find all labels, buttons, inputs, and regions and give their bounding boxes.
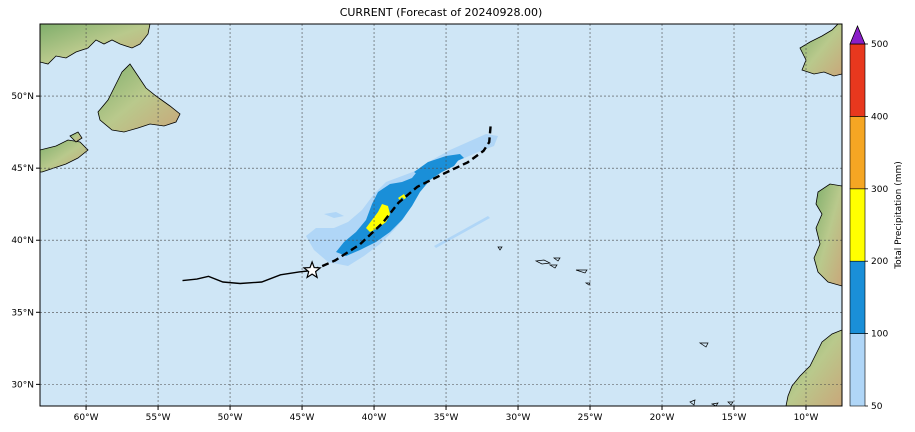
gridlines: [40, 24, 842, 406]
lon-tick-label-4: 40°W: [362, 413, 387, 423]
land-cape-breton: [69, 131, 83, 143]
colorbar: 50 100 200 300 400 500: [849, 24, 888, 412]
island-canary-2: [710, 402, 719, 406]
colorbar-segment-2: [849, 188, 866, 262]
precip-band-200: [366, 204, 390, 232]
island-azores-3: [548, 264, 558, 269]
colorbar-tick-label-2: 200: [871, 257, 888, 267]
lon-tick-label-2: 50°W: [218, 413, 243, 423]
precip-band-100-north: [414, 154, 464, 176]
land-north-america-north: [40, 24, 151, 65]
latitude-axis: 30°N 35°N 40°N 45°N 50°N: [11, 92, 40, 390]
lat-tick-label-4: 50°N: [11, 92, 34, 102]
island-canary-1: [689, 399, 696, 406]
island-flores: [497, 246, 503, 251]
land-newfoundland: [97, 63, 181, 133]
current-position-star-icon: [302, 260, 322, 279]
precip-band-50-wisp: [324, 212, 344, 218]
longitude-axis: 60°W 55°W 50°W 45°W 40°W 35°W 30°W 25°W 20°W 15°W…: [74, 406, 819, 423]
colorbar-tick-label-3: 300: [871, 185, 888, 195]
land-iberia: [813, 183, 842, 287]
lon-tick-label-1: 55°W: [146, 413, 171, 423]
lat-tick-label-2: 40°N: [11, 236, 34, 246]
island-azores-1: [534, 259, 552, 265]
map-title: CURRENT (Forecast of 20240928.00): [339, 6, 543, 19]
lon-tick-label-9: 15°W: [722, 413, 747, 423]
islands-layer: [497, 246, 734, 406]
lon-tick-label-8: 20°W: [650, 413, 675, 423]
land-nova-scotia: [40, 139, 89, 173]
lon-tick-label-7: 25°W: [578, 413, 603, 423]
storm-track-forecast: [311, 124, 492, 272]
island-azores-4: [575, 269, 588, 274]
storm-track-past: [182, 269, 313, 285]
lon-tick-label-5: 35°W: [434, 413, 459, 423]
lon-tick-label-0: 60°W: [74, 413, 99, 423]
colorbar-tick-label-5: 500: [871, 40, 888, 50]
island-azores-5: [584, 282, 591, 286]
land-africa: [785, 329, 842, 406]
lon-tick-label-10: 10°W: [794, 413, 819, 423]
colorbar-segment-0: [849, 333, 866, 407]
colorbar-tick-label-0: 50: [871, 402, 883, 412]
map-frame: [39, 23, 843, 407]
island-madeira: [698, 342, 709, 348]
lat-tick-label-1: 35°N: [11, 308, 34, 318]
lat-tick-label-0: 30°N: [11, 380, 34, 390]
colorbar-title: Total Precipitation (mm): [894, 161, 904, 270]
lon-tick-label-6: 30°W: [506, 413, 531, 423]
ocean-background: [40, 24, 842, 406]
island-canary-3: [727, 401, 734, 406]
lat-tick-label-3: 45°N: [11, 164, 34, 174]
island-azores-2: [552, 257, 561, 262]
colorbar-extend-triangle: [849, 24, 866, 45]
lon-tick-label-3: 45°W: [290, 413, 315, 423]
colorbar-segment-4: [849, 43, 866, 117]
colorbar-tick-label-4: 400: [871, 112, 888, 122]
colorbar-tick-label-1: 100: [871, 330, 888, 340]
colorbar-segment-3: [849, 116, 866, 190]
colorbar-segment-1: [849, 260, 866, 334]
